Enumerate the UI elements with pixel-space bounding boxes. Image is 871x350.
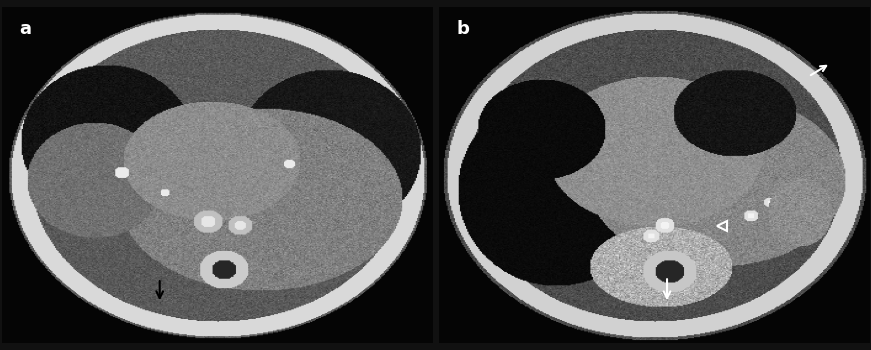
Text: b: b bbox=[456, 20, 469, 38]
Text: a: a bbox=[19, 20, 31, 38]
